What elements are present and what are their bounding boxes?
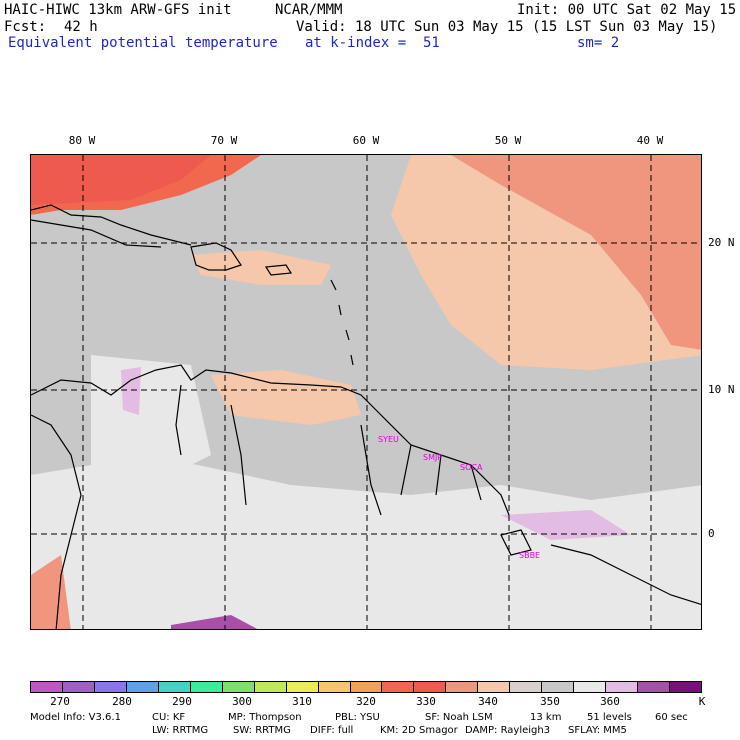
field-region-360 xyxy=(31,455,701,629)
colorbar-swatch xyxy=(318,682,351,692)
field-region-328 xyxy=(31,155,211,205)
colorbar-label: 270 xyxy=(50,695,70,708)
lat-label: 10 N xyxy=(708,383,735,396)
colorbar-swatch xyxy=(94,682,127,692)
colorbar-swatch xyxy=(670,682,702,692)
footer-item: SW: RRTMG xyxy=(233,725,291,736)
lon-label: 40 W xyxy=(636,134,664,147)
lon-label: 80 W xyxy=(68,134,96,147)
init-time: Init: 00 UTC Sat 02 May 15 xyxy=(517,2,737,18)
footer-item: CU: KF xyxy=(152,712,186,723)
lon-label: 50 W xyxy=(494,134,522,147)
station-label: SOCA xyxy=(460,463,483,472)
lon-label: 70 W xyxy=(210,134,238,147)
colorbar-swatch xyxy=(638,682,671,692)
colorbar-swatch xyxy=(542,682,575,692)
footer-item: Model Info: V3.6.1 xyxy=(30,712,121,723)
footer-item: KM: 2D Smagor xyxy=(380,725,458,736)
colorbar-label: 290 xyxy=(172,695,192,708)
colorbar-swatch xyxy=(382,682,415,692)
colorbar-swatch xyxy=(62,682,95,692)
lat-label: 0 xyxy=(708,527,715,540)
forecast-label: Fcst: xyxy=(4,19,47,35)
lat-label: 20 N xyxy=(708,236,735,249)
colorbar-label: 300 xyxy=(232,695,252,708)
colorbar-label: 330 xyxy=(416,695,436,708)
colorbar-swatch xyxy=(190,682,223,692)
org-label: NCAR/MMM xyxy=(275,2,343,18)
colorbar-label: 280 xyxy=(112,695,132,708)
cuba-coast-south xyxy=(31,219,162,248)
colorbar-label: 310 xyxy=(292,695,312,708)
field-region-365 xyxy=(501,510,631,540)
colorbar-label: 350 xyxy=(540,695,560,708)
footer-item: PBL: YSU xyxy=(335,712,380,723)
colorbar xyxy=(30,681,702,693)
hispaniola-coast xyxy=(190,242,242,271)
colorbar-swatch xyxy=(478,682,511,692)
colorbar-swatch xyxy=(158,682,191,692)
field-region-340-c xyxy=(211,370,361,425)
model-title: HAIC-HIWC 13km ARW-GFS init xyxy=(4,2,232,18)
colorbar-swatch xyxy=(254,682,287,692)
field-region-340-b xyxy=(191,250,331,285)
footer-item: SF: Noah LSM xyxy=(425,712,493,723)
footer-item: 13 km xyxy=(530,712,562,723)
footer-item: DIFF: full xyxy=(310,725,354,736)
brazil-coast xyxy=(550,544,701,606)
colorbar-label: 360 xyxy=(600,695,620,708)
footer-item: 60 sec xyxy=(655,712,688,723)
footer-item: DAMP: Rayleigh3 xyxy=(465,725,551,736)
colorbar-label: 340 xyxy=(478,695,498,708)
field-name: Equivalent potential temperature xyxy=(8,35,278,51)
footer-item: LW: RRTMG xyxy=(152,725,209,736)
colorbar-swatch xyxy=(510,682,543,692)
footer-item: MP: Thompson xyxy=(228,712,302,723)
colorbar-unit: K xyxy=(698,695,706,708)
colorbar-swatch xyxy=(350,682,383,692)
coastlines xyxy=(31,204,701,629)
field-region-335 xyxy=(451,155,701,350)
colorbar-swatch xyxy=(126,682,159,692)
field-region-365-b xyxy=(121,367,141,415)
smoothing-label: sm= 2 xyxy=(577,35,620,51)
borders xyxy=(175,384,482,516)
station-label: SMJP xyxy=(423,453,442,462)
colorbar-swatch xyxy=(414,682,447,692)
station-label: SBBE xyxy=(519,551,540,560)
colorbar-label: 320 xyxy=(356,695,376,708)
map-canvas: SYEU SMJP SOCA SBBE xyxy=(31,155,701,629)
colorbar-swatch xyxy=(286,682,319,692)
station-label: SYEU xyxy=(378,435,399,444)
level-label: at k-index = 51 xyxy=(305,35,440,51)
south-america-north-coast xyxy=(31,364,510,516)
map-panel: SYEU SMJP SOCA SBBE xyxy=(30,154,702,630)
cuba-coast xyxy=(31,204,192,246)
colorbar-swatch xyxy=(222,682,255,692)
marajo-coast xyxy=(500,529,532,556)
valid-time: Valid: 18 UTC Sun 03 May 15 (15 LST Sun … xyxy=(296,19,718,35)
graticule xyxy=(31,155,701,629)
lesser-antilles xyxy=(330,279,354,366)
pacific-coast xyxy=(31,414,82,629)
colorbar-swatch xyxy=(606,682,639,692)
lon-label: 60 W xyxy=(352,134,380,147)
footer-item: SFLAY: MM5 xyxy=(568,725,627,736)
field-region-370 xyxy=(171,615,258,629)
colorbar-swatch xyxy=(446,682,479,692)
footer-item: 51 levels xyxy=(587,712,632,723)
colorbar-swatch xyxy=(31,682,63,692)
puerto-rico-coast xyxy=(264,264,293,276)
colorbar-swatch xyxy=(574,682,607,692)
forecast-hours: 42 h xyxy=(64,19,98,35)
